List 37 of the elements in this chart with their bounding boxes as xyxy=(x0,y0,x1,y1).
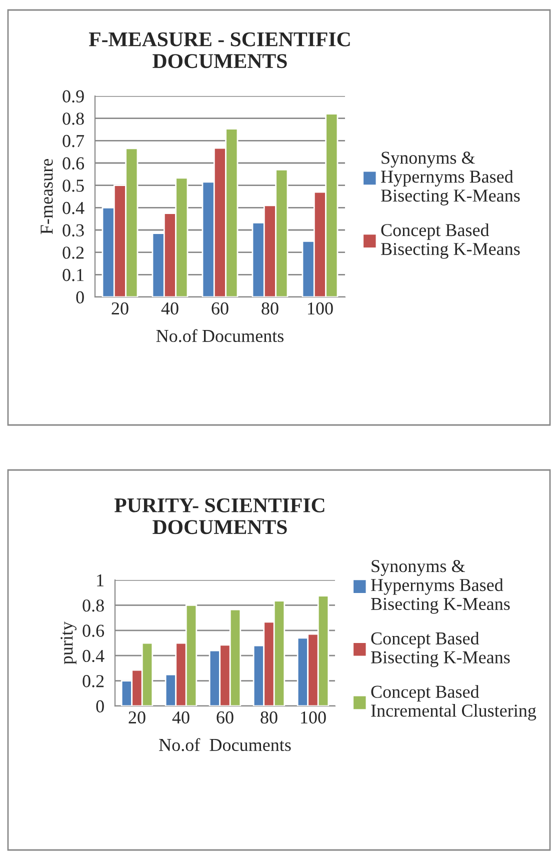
x-axis-title: No.of Documents xyxy=(159,738,291,752)
y-tick-label: 0.1 xyxy=(62,268,84,282)
y-tick-label: 0 xyxy=(96,700,104,712)
y-tick-label: 0.7 xyxy=(62,134,84,148)
y-tick-label: 0 xyxy=(76,291,84,304)
legend-label: Concept Based Bisecting K-Means xyxy=(381,223,520,259)
y-tick-label: 0.2 xyxy=(82,675,104,688)
legend-label: Synonyms & Hypernyms Based Bisecting K-Means xyxy=(371,560,510,614)
legend-label: Concept Based Incremental Clustering xyxy=(371,685,536,720)
y-axis-title: F-measure xyxy=(40,159,53,234)
y-tick-label: 0.3 xyxy=(62,224,84,237)
y-tick-label: 0.6 xyxy=(62,157,84,170)
x-tick-label: 40 xyxy=(161,302,178,315)
x-tick-label: 20 xyxy=(128,711,146,724)
y-axis-title: purity xyxy=(60,622,76,664)
legend-label: Synonyms & Hypernyms Based Bisecting K-Means xyxy=(381,152,520,206)
x-tick-label: 80 xyxy=(260,711,278,724)
x-tick-label: 40 xyxy=(172,711,190,724)
chart-title: F-MEASURE - SCIENTIFIC DOCUMENTS xyxy=(88,32,350,68)
y-tick-label: 0.4 xyxy=(62,202,84,214)
y-tick-label: 1 xyxy=(97,574,104,586)
y-tick-label: 0.2 xyxy=(62,246,84,259)
x-tick-label: 100 xyxy=(308,302,333,315)
y-tick-label: 0.8 xyxy=(62,112,84,125)
x-tick-label: 100 xyxy=(301,711,326,724)
x-tick-label: 60 xyxy=(212,302,228,315)
y-tick-label: 0.9 xyxy=(62,90,84,103)
y-tick-label: 0.5 xyxy=(62,180,84,192)
y-tick-label: 0.8 xyxy=(82,599,104,612)
x-tick-label: 80 xyxy=(262,302,278,315)
y-tick-label: 0.6 xyxy=(82,624,104,637)
y-tick-label: 0.4 xyxy=(82,650,104,662)
x-tick-label: 20 xyxy=(112,302,128,315)
x-tick-label: 60 xyxy=(216,711,234,724)
x-axis-title: No.of Documents xyxy=(156,329,284,342)
legend-label: Concept Based Bisecting K-Means xyxy=(371,632,510,668)
chart-title: PURITY- SCIENTIFIC DOCUMENTS xyxy=(114,498,324,534)
